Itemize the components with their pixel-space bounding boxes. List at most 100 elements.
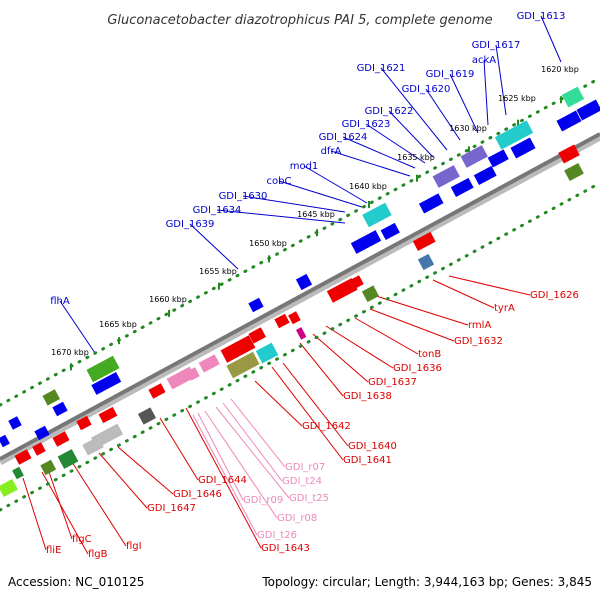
- gene-block: [487, 149, 509, 168]
- tick-label: 1635 kbp: [397, 153, 435, 162]
- leader-line: [299, 342, 344, 397]
- gene-block: [12, 466, 24, 480]
- gene-label: GDI_t24: [282, 476, 322, 487]
- reverse-tick-track: [0, 181, 600, 512]
- tick-label: 1620 kbp: [541, 65, 579, 74]
- gene-label: fliE: [46, 545, 61, 556]
- gene-block: [417, 253, 435, 271]
- gene-label: GDI_1642: [302, 421, 351, 432]
- leader-line: [197, 412, 244, 501]
- gene-label: GDI_1632: [454, 336, 503, 347]
- gene-label: ackA: [472, 55, 496, 66]
- leader-line: [254, 380, 303, 427]
- gene-block: [288, 311, 301, 325]
- gene-label: GDI_1622: [365, 106, 414, 117]
- gene-block: [350, 275, 364, 289]
- leader-line: [448, 275, 531, 296]
- tick-labels: 1620 kbp 1625 kbp 1630 kbp 1635 kbp 1640 kbp…: [51, 65, 579, 357]
- gene-label: GDI_1644: [198, 475, 247, 486]
- leader-line: [215, 406, 290, 499]
- leader-line: [325, 325, 394, 369]
- leader-line: [369, 308, 455, 342]
- gene-block: [274, 313, 290, 329]
- gene-label: tonB: [418, 349, 441, 360]
- gene-block: [32, 442, 46, 456]
- gene-label: GDI_r09: [243, 495, 283, 506]
- leader-line: [380, 67, 448, 151]
- tick-label: 1630 kbp: [449, 124, 487, 133]
- map-title: Gluconacetobacter diazotrophicus PAI 5, …: [107, 13, 492, 28]
- genome-backbone-shadow: [0, 133, 600, 466]
- leader-line: [495, 44, 507, 116]
- gene-block: [198, 354, 220, 373]
- gene-label: flgB: [88, 549, 108, 560]
- gene-block: [8, 416, 22, 430]
- leader-line: [41, 471, 89, 555]
- gene-label: flgI: [126, 541, 142, 552]
- gene-label: GDI_1630: [219, 191, 268, 202]
- accession-text: Accession: NC_010125: [8, 575, 144, 589]
- tick-label: 1665 kbp: [99, 320, 137, 329]
- leader-line: [354, 317, 419, 355]
- tick-label: 1640 kbp: [349, 182, 387, 191]
- gene-label: GDI_1623: [342, 119, 391, 130]
- leader-line: [22, 477, 47, 551]
- gene-label: GDI_r08: [277, 513, 317, 524]
- gene-block: [34, 425, 50, 441]
- gene-block: [248, 297, 264, 313]
- leader-line: [192, 414, 258, 536]
- gene-label: GDI_1620: [402, 84, 451, 95]
- gene-features: [0, 86, 600, 498]
- leader-line: [117, 446, 174, 495]
- gene-block: [91, 372, 122, 395]
- gene-label: tyrA: [494, 303, 515, 314]
- leader-line: [432, 279, 495, 309]
- gene-block: [326, 278, 358, 303]
- tick-label: 1655 kbp: [199, 267, 237, 276]
- gene-block: [510, 137, 536, 159]
- gene-block: [432, 165, 460, 188]
- gene-block: [76, 415, 92, 431]
- gene-label: GDI_1636: [393, 363, 442, 374]
- gene-label: GDI_1646: [173, 489, 222, 500]
- leader-line: [388, 110, 434, 158]
- gene-block: [556, 110, 582, 132]
- gene-label: GDI_t25: [289, 493, 329, 504]
- gene-label: flhA: [50, 296, 70, 307]
- gene-label: GDI_1647: [147, 503, 196, 514]
- gene-block: [52, 401, 68, 417]
- leader-line: [271, 366, 344, 461]
- leader-line: [242, 195, 346, 213]
- leader-line: [303, 165, 368, 204]
- gene-block: [0, 434, 10, 448]
- gene-block: [576, 99, 600, 121]
- leader-line: [185, 407, 262, 549]
- leader-line: [278, 180, 363, 208]
- gene-block: [494, 120, 534, 150]
- gene-labels: GDI_1613 GDI_1617 ackA GDI_1619 GDI_1620 GDI_…: [46, 11, 579, 560]
- gene-label: GDI_1639: [166, 219, 215, 230]
- leader-line: [330, 150, 411, 177]
- gene-label: GDI_1624: [319, 132, 368, 143]
- leader-line: [483, 59, 489, 126]
- leader-line: [540, 15, 562, 63]
- leader-line: [159, 417, 199, 481]
- tick-label: 1650 kbp: [249, 239, 287, 248]
- leader-line: [230, 398, 286, 468]
- leader-line: [189, 223, 239, 270]
- label-leaders: [22, 15, 562, 555]
- gene-label: GDI_1640: [348, 441, 397, 452]
- gene-block: [57, 449, 79, 469]
- gene-label: GDI_1626: [530, 290, 579, 301]
- gene-label: GDI_1613: [517, 11, 566, 22]
- gene-label: GDI_1621: [357, 63, 406, 74]
- gene-label: cobC: [267, 176, 292, 187]
- tick-label: 1625 kbp: [498, 94, 536, 103]
- gene-block: [42, 389, 60, 406]
- gene-block: [98, 406, 118, 424]
- gene-block: [14, 449, 32, 465]
- gene-label: GDI_r07: [285, 462, 325, 473]
- forward-tick-track: [0, 76, 600, 407]
- gene-label: GDI_1617: [472, 40, 521, 51]
- tick-label: 1660 kbp: [149, 295, 187, 304]
